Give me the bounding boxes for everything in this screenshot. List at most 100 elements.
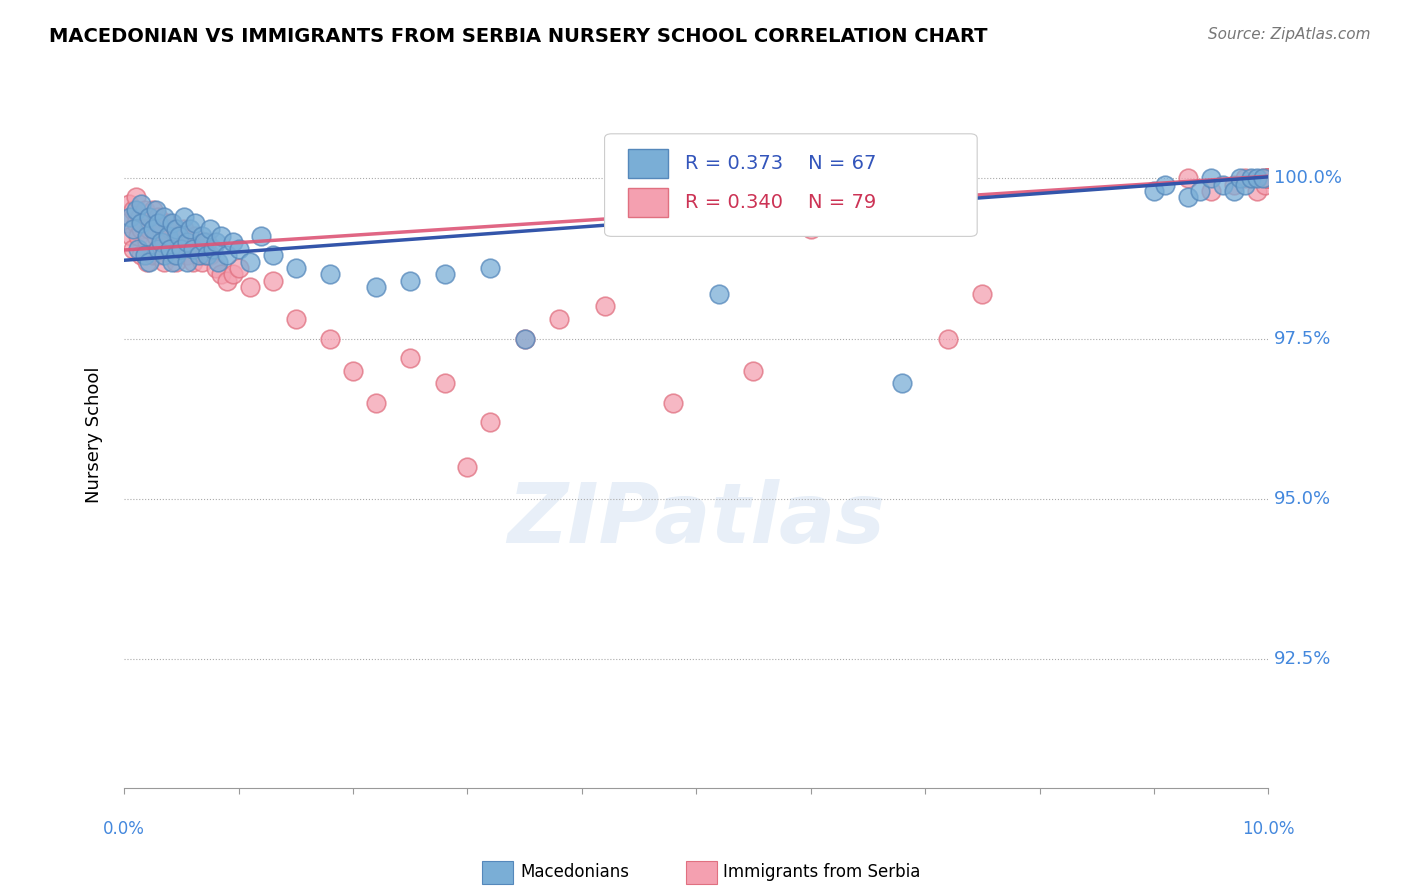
Text: R = 0.340    N = 79: R = 0.340 N = 79 — [685, 193, 876, 212]
Point — [1257, 171, 1279, 186]
Point — [1188, 184, 1211, 198]
Point — [181, 242, 204, 256]
Point — [936, 332, 959, 346]
Point — [222, 268, 245, 282]
Point — [160, 254, 183, 268]
Point — [159, 242, 181, 256]
Point — [122, 242, 145, 256]
Point — [262, 248, 284, 262]
Point — [972, 286, 994, 301]
Point — [742, 363, 765, 377]
Point — [173, 222, 195, 236]
Point — [209, 268, 232, 282]
Point — [209, 228, 232, 243]
Text: 0.0%: 0.0% — [103, 820, 145, 838]
Point — [120, 228, 142, 243]
Point — [433, 376, 456, 391]
Point — [134, 248, 156, 262]
Point — [1234, 171, 1257, 186]
Point — [250, 228, 273, 243]
Point — [170, 242, 193, 256]
Point — [134, 203, 156, 218]
Point — [148, 242, 170, 256]
Point — [149, 222, 172, 236]
Point — [513, 332, 536, 346]
Point — [160, 248, 183, 262]
Point — [364, 280, 387, 294]
Point — [198, 222, 221, 236]
Point — [548, 312, 571, 326]
Point — [399, 274, 422, 288]
Point — [207, 254, 229, 268]
Y-axis label: Nursery School: Nursery School — [86, 367, 103, 503]
Point — [122, 222, 145, 236]
Point — [707, 286, 730, 301]
Point — [204, 260, 226, 275]
Text: 10.0%: 10.0% — [1241, 820, 1295, 838]
Point — [1177, 190, 1199, 204]
Text: 95.0%: 95.0% — [1274, 490, 1331, 508]
Point — [187, 242, 209, 256]
Point — [456, 459, 478, 474]
Point — [148, 210, 170, 224]
Point — [167, 235, 190, 250]
Point — [159, 242, 181, 256]
Point — [176, 248, 198, 262]
Point — [138, 222, 160, 236]
Point — [193, 248, 215, 262]
Point — [176, 254, 198, 268]
Point — [124, 190, 146, 204]
Point — [1257, 171, 1279, 186]
Point — [136, 254, 159, 268]
Point — [115, 216, 138, 230]
Point — [217, 248, 239, 262]
Point — [156, 228, 179, 243]
Point — [193, 235, 215, 250]
Point — [1257, 171, 1279, 186]
Point — [191, 254, 214, 268]
Point — [118, 210, 141, 224]
Point — [228, 242, 250, 256]
Point — [136, 235, 159, 250]
Point — [1254, 178, 1277, 192]
Point — [127, 228, 149, 243]
Point — [891, 376, 914, 391]
Point — [284, 312, 307, 326]
Point — [217, 274, 239, 288]
Point — [1223, 184, 1246, 198]
Point — [1257, 171, 1279, 186]
Text: 100.0%: 100.0% — [1274, 169, 1343, 187]
Point — [165, 228, 187, 243]
Point — [228, 260, 250, 275]
Point — [165, 222, 187, 236]
Point — [800, 222, 823, 236]
Point — [1223, 178, 1246, 192]
Point — [284, 260, 307, 275]
Text: R = 0.373    N = 67: R = 0.373 N = 67 — [685, 153, 876, 173]
Point — [184, 216, 207, 230]
Point — [129, 216, 152, 230]
Point — [479, 260, 502, 275]
Point — [202, 242, 225, 256]
Point — [479, 415, 502, 429]
Point — [319, 332, 342, 346]
Text: 92.5%: 92.5% — [1274, 650, 1331, 668]
Point — [138, 210, 160, 224]
Point — [165, 254, 187, 268]
Point — [1199, 184, 1222, 198]
Point — [1154, 178, 1177, 192]
Point — [142, 203, 165, 218]
Point — [149, 235, 172, 250]
Point — [176, 235, 198, 250]
Point — [145, 228, 167, 243]
Point — [184, 228, 207, 243]
Point — [170, 242, 193, 256]
Point — [1229, 171, 1251, 186]
Point — [1246, 184, 1268, 198]
Point — [342, 363, 364, 377]
Point — [1256, 171, 1278, 186]
Text: Immigrants from Serbia: Immigrants from Serbia — [723, 863, 920, 881]
Point — [1212, 178, 1234, 192]
Point — [129, 222, 152, 236]
Point — [127, 242, 149, 256]
